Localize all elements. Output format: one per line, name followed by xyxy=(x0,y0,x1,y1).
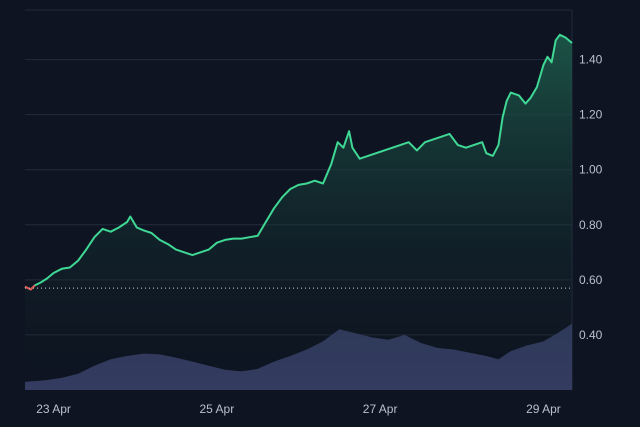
x-tick-label: 29 Apr xyxy=(526,402,561,416)
y-tick-label: 0.60 xyxy=(579,273,603,287)
y-tick-label: 1.20 xyxy=(579,108,603,122)
y-tick-label: 1.00 xyxy=(579,163,603,177)
x-tick-label: 23 Apr xyxy=(36,402,71,416)
x-tick-label: 27 Apr xyxy=(363,402,398,416)
price-line-down xyxy=(24,284,36,291)
price-area xyxy=(25,34,572,391)
price-line xyxy=(24,33,573,291)
y-tick-label: 1.40 xyxy=(579,53,603,67)
x-tick-label: 25 Apr xyxy=(200,402,235,416)
y-tick-label: 0.80 xyxy=(579,218,603,232)
y-tick-label: 0.40 xyxy=(579,328,603,342)
